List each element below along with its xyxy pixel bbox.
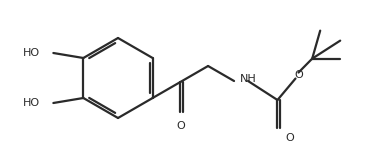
Text: NH: NH bbox=[240, 74, 257, 84]
Text: O: O bbox=[176, 121, 185, 131]
Text: O: O bbox=[286, 133, 294, 143]
Text: HO: HO bbox=[23, 48, 40, 58]
Text: HO: HO bbox=[23, 98, 40, 108]
Text: O: O bbox=[294, 70, 303, 80]
